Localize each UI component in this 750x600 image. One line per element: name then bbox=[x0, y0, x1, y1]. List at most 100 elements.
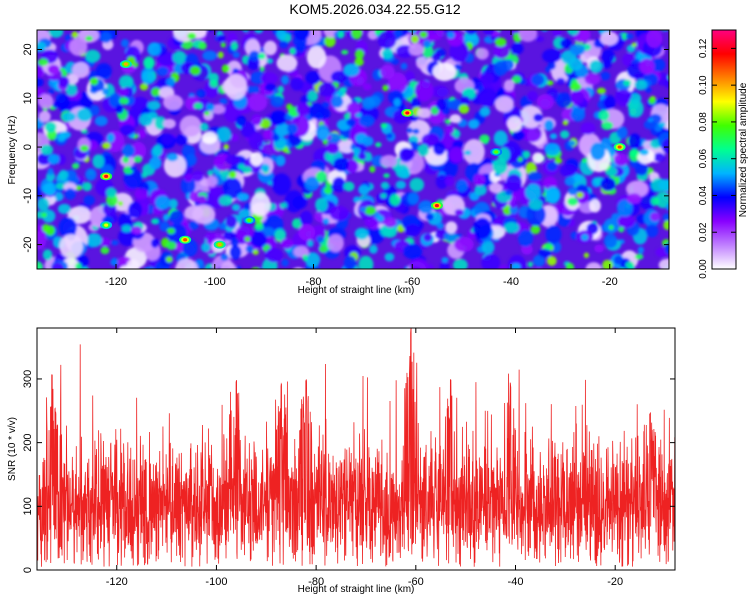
heatmap-blob bbox=[266, 58, 274, 64]
heatmap-blob bbox=[296, 102, 311, 117]
heatmap-blob bbox=[613, 23, 621, 30]
heatmap-blob bbox=[446, 31, 455, 39]
heatmap-blob bbox=[634, 253, 644, 260]
heatmap-blob bbox=[162, 213, 170, 222]
heatmap-blob bbox=[561, 270, 567, 276]
heatmap-blob bbox=[298, 224, 316, 241]
heatmap-blob bbox=[625, 33, 634, 40]
heatmap-blob bbox=[189, 191, 199, 203]
heatmap-blob bbox=[565, 262, 575, 269]
heatmap-blob bbox=[56, 94, 71, 110]
heatmap-blob bbox=[435, 174, 449, 189]
heatmap-blob bbox=[37, 65, 44, 79]
snr-panel: -120 -100 -80 -60 -40 -20 0 100 200 300 Height o… bbox=[7, 327, 676, 595]
heatmap-blob bbox=[147, 42, 161, 57]
heatmap-blob bbox=[104, 130, 125, 153]
heatmap-blob bbox=[168, 198, 178, 209]
colorbar-tick-label: 0.04 bbox=[698, 185, 709, 205]
snr-x-tick-label: -20 bbox=[607, 576, 623, 588]
heatmap-y-axis-label: Frequency (Hz) bbox=[7, 116, 18, 185]
heatmap-blob bbox=[152, 144, 163, 157]
heatmap-blob bbox=[254, 30, 264, 34]
heatmap-blob bbox=[481, 240, 495, 255]
heatmap-blob bbox=[589, 198, 601, 213]
heatmap-blob bbox=[601, 121, 614, 130]
heatmap-blob bbox=[663, 220, 669, 231]
heatmap-blob bbox=[545, 66, 552, 73]
heatmap-blob bbox=[315, 171, 328, 183]
heatmap-blob bbox=[494, 37, 507, 47]
heatmap-blob bbox=[279, 40, 289, 49]
heatmap-blob bbox=[526, 203, 546, 226]
heatmap-blob bbox=[38, 110, 51, 123]
heatmap-blob bbox=[505, 174, 523, 192]
heatmap-blob bbox=[452, 140, 464, 149]
heatmap-hot-spot bbox=[183, 238, 188, 242]
heatmap-blob bbox=[262, 143, 275, 155]
heatmap-blob bbox=[353, 196, 361, 204]
heatmap-blob bbox=[393, 98, 401, 107]
heatmap-blob bbox=[410, 96, 421, 109]
heatmap-blob bbox=[72, 61, 90, 79]
heatmap-blob bbox=[629, 149, 639, 158]
heatmap-blob bbox=[270, 95, 285, 108]
heatmap-blob bbox=[188, 220, 199, 230]
heatmap-blob bbox=[439, 261, 450, 269]
heatmap-blob bbox=[231, 203, 240, 211]
heatmap-blob bbox=[147, 100, 161, 111]
heatmap-blob bbox=[359, 206, 367, 212]
heatmap-blob bbox=[445, 221, 458, 234]
heatmap-blob bbox=[287, 123, 298, 135]
heatmap-blob bbox=[409, 258, 429, 269]
heatmap-blob bbox=[380, 122, 388, 129]
heatmap-blob bbox=[492, 158, 508, 175]
heatmap-blob bbox=[381, 48, 394, 60]
heatmap-y-tick-label: 10 bbox=[22, 92, 34, 104]
heatmap-blob bbox=[315, 197, 328, 212]
heatmap-blob bbox=[364, 206, 377, 216]
heatmap-blob bbox=[138, 129, 147, 139]
heatmap-blob bbox=[645, 87, 652, 93]
heatmap-blob bbox=[545, 225, 562, 244]
heatmap-x-tick-label: -100 bbox=[204, 276, 226, 288]
heatmap-frame bbox=[36, 29, 670, 270]
heatmap-blob bbox=[230, 41, 239, 51]
heatmap-blob bbox=[281, 75, 290, 85]
heatmap-blob bbox=[382, 84, 389, 92]
heatmap-blob bbox=[238, 209, 251, 219]
heatmap-blob bbox=[458, 104, 470, 114]
heatmap-blob bbox=[664, 79, 669, 89]
heatmap-blob bbox=[295, 41, 307, 53]
heatmap-blob bbox=[436, 98, 448, 111]
heatmap-y-tick-label: 0 bbox=[22, 144, 34, 150]
heatmap-blob bbox=[120, 39, 130, 48]
heatmap-blob bbox=[329, 205, 350, 221]
heatmap-blob bbox=[570, 107, 586, 122]
heatmap-blob bbox=[232, 51, 240, 59]
heatmap-blob bbox=[139, 113, 154, 127]
heatmap-blob bbox=[305, 252, 321, 268]
colorbar: 0.00 0.02 0.04 0.06 0.08 0.10 0.12 Normalized … bbox=[698, 29, 749, 279]
heatmap-blob bbox=[232, 68, 239, 74]
heatmap-blob bbox=[602, 60, 612, 69]
heatmap-blob bbox=[118, 200, 124, 207]
heatmap-blob bbox=[459, 95, 471, 106]
heatmap-blob bbox=[453, 258, 468, 269]
heatmap-blob bbox=[150, 24, 156, 28]
heatmap-blob bbox=[289, 47, 296, 55]
heatmap-blob bbox=[552, 30, 562, 37]
heatmap-blob bbox=[454, 209, 464, 216]
heatmap-blob bbox=[538, 248, 552, 258]
heatmap-blob bbox=[71, 162, 80, 170]
heatmap-blob bbox=[292, 196, 308, 209]
heatmap-blob bbox=[569, 82, 582, 92]
heatmap-blob bbox=[598, 109, 610, 121]
heatmap-blob bbox=[410, 34, 419, 44]
heatmap-blob bbox=[92, 154, 105, 169]
heatmap-blob bbox=[362, 83, 372, 91]
heatmap-blob bbox=[478, 87, 497, 107]
heatmap-blob bbox=[567, 197, 578, 206]
heatmap-blob bbox=[172, 50, 187, 65]
heatmap-blob bbox=[192, 170, 204, 182]
snr-y-tick-label: 300 bbox=[22, 370, 34, 388]
